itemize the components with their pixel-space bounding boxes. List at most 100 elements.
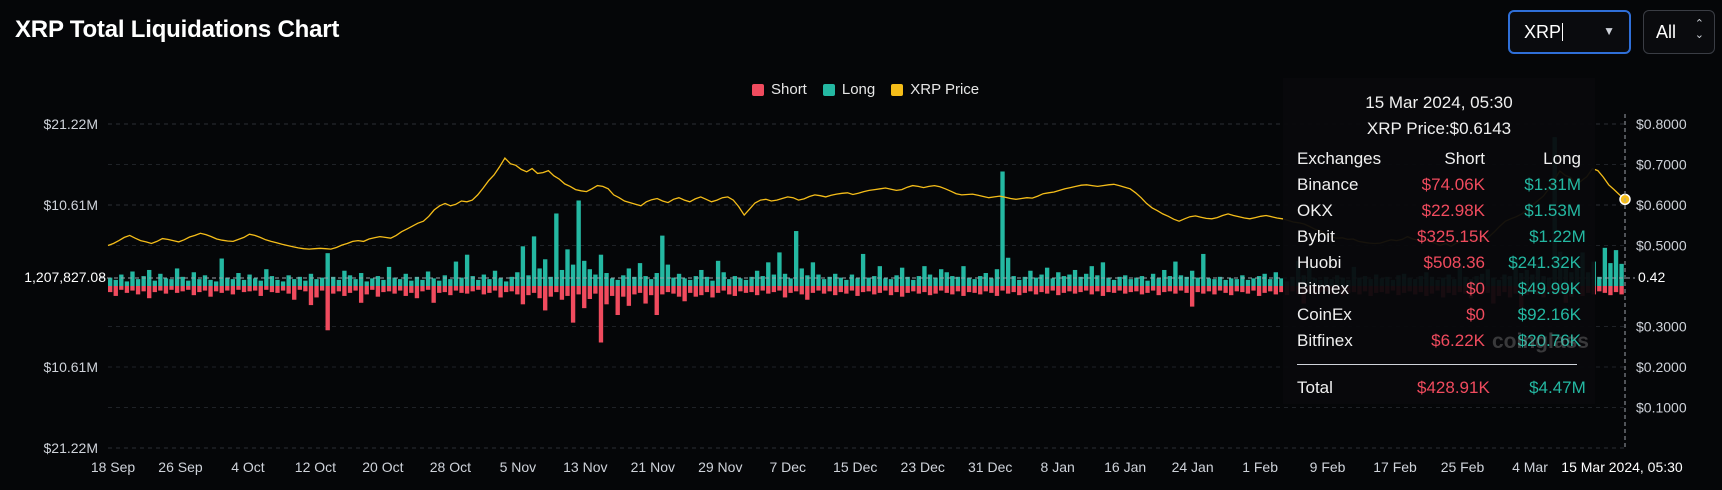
- legend-label-short: Short: [771, 81, 807, 98]
- short-bar: [554, 286, 559, 293]
- short-bar: [286, 286, 291, 294]
- coin-select[interactable]: XRP ▼: [1508, 10, 1631, 54]
- short-bar: [1005, 286, 1011, 294]
- long-bar: [799, 268, 804, 286]
- x-tick-label: 24 Jan: [1172, 459, 1214, 475]
- short-bar: [1217, 286, 1223, 291]
- long-bar: [1195, 277, 1200, 286]
- short-bar: [1128, 286, 1133, 293]
- long-bar: [966, 277, 972, 286]
- short-bar: [749, 286, 754, 293]
- long-bar: [269, 276, 275, 286]
- long-bar: [1139, 276, 1145, 286]
- long-bar: [119, 274, 124, 286]
- short-bar: [442, 286, 447, 293]
- tooltip-long-value: $20.76K: [1517, 331, 1581, 350]
- short-bar: [336, 286, 342, 292]
- long-bar: [844, 279, 849, 286]
- tooltip-row: Binance $74.06K $1.31M: [1297, 172, 1581, 198]
- short-bar: [1044, 286, 1050, 294]
- long-bar: [1145, 280, 1150, 286]
- short-bar: [1279, 286, 1284, 293]
- long-bar: [766, 262, 771, 286]
- short-bar: [894, 286, 899, 293]
- long-bar: [1245, 279, 1251, 286]
- legend-item-price[interactable]: XRP Price: [891, 81, 979, 98]
- long-bar: [174, 268, 180, 286]
- short-bar: [498, 286, 503, 298]
- short-bar: [570, 286, 576, 323]
- long-bar: [420, 279, 425, 286]
- long-bar: [983, 273, 988, 286]
- short-bar: [1256, 286, 1262, 296]
- range-select[interactable]: All ⌃ ⌄: [1643, 10, 1715, 54]
- short-bar: [1000, 286, 1005, 291]
- long-bar: [916, 276, 922, 286]
- short-bar: [1156, 286, 1161, 296]
- long-bar: [911, 279, 916, 286]
- short-bar: [230, 286, 236, 295]
- short-bar: [1189, 286, 1195, 307]
- short-bar: [1245, 286, 1251, 294]
- short-bar: [113, 286, 118, 296]
- long-bar: [409, 280, 414, 286]
- short-bar: [414, 286, 420, 299]
- short-bar: [788, 286, 793, 293]
- short-bar: [1017, 286, 1022, 296]
- y-left-tick-label: $10.61M: [44, 359, 98, 375]
- short-bar: [821, 286, 827, 294]
- x-tick-label: 28 Oct: [430, 459, 471, 475]
- long-bar: [1178, 275, 1184, 286]
- short-bar: [587, 286, 592, 299]
- short-bar: [1084, 286, 1089, 291]
- long-bar: [688, 279, 693, 286]
- long-bar: [208, 279, 213, 286]
- long-bar: [621, 275, 626, 286]
- short-bar: [766, 286, 771, 294]
- long-bar: [113, 279, 118, 286]
- long-bar: [1134, 277, 1139, 286]
- legend-swatch-long: [822, 83, 835, 96]
- long-bar: [286, 275, 291, 286]
- long-bar: [403, 273, 408, 286]
- short-bar: [147, 286, 152, 299]
- short-bar: [939, 286, 944, 291]
- long-bar: [838, 277, 843, 286]
- legend-item-long[interactable]: Long: [822, 81, 875, 98]
- long-bar: [487, 279, 492, 286]
- long-bar: [225, 277, 230, 286]
- long-bar: [1028, 270, 1033, 286]
- x-tick-label: 12 Oct: [295, 459, 336, 475]
- short-bar: [1223, 286, 1228, 293]
- short-bar: [860, 286, 866, 293]
- long-bar: [476, 279, 481, 286]
- short-bar: [593, 286, 598, 294]
- short-bar: [174, 286, 180, 293]
- long-bar: [197, 279, 202, 286]
- long-bar: [849, 274, 855, 286]
- short-bar: [319, 286, 325, 291]
- y-right-tick-label: $0.7000: [1636, 157, 1687, 173]
- long-bar: [1106, 277, 1111, 286]
- short-bar: [141, 286, 146, 292]
- long-bar: [1100, 262, 1106, 286]
- legend-label-price: XRP Price: [910, 81, 980, 98]
- short-bar: [247, 286, 252, 292]
- x-tick-label: 20 Oct: [362, 459, 403, 475]
- short-bar: [1050, 286, 1055, 291]
- text-caret: [1562, 23, 1564, 41]
- short-bar: [409, 286, 414, 293]
- x-tick-label: 25 Feb: [1441, 459, 1485, 475]
- long-bar: [922, 266, 927, 286]
- short-bar: [180, 286, 185, 292]
- legend-item-short[interactable]: Short: [752, 81, 807, 98]
- short-bar: [855, 286, 860, 296]
- long-bar: [1017, 279, 1022, 286]
- long-bar: [1273, 272, 1278, 286]
- short-bar: [1184, 286, 1189, 293]
- long-bar: [782, 273, 788, 286]
- short-bar: [771, 286, 777, 293]
- short-bar: [108, 286, 113, 293]
- short-bar: [537, 286, 542, 299]
- tooltip-exchange: OKX: [1297, 201, 1333, 220]
